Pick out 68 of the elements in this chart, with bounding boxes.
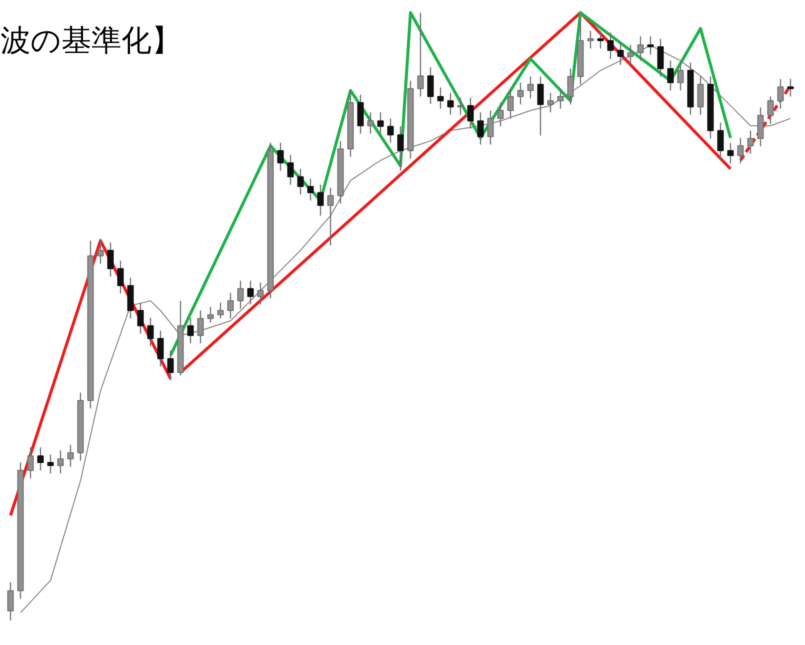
candlestick xyxy=(227,292,234,320)
candlestick xyxy=(317,184,324,216)
candlestick xyxy=(167,350,174,382)
candlestick xyxy=(467,97,474,130)
candlestick xyxy=(137,302,144,334)
candlestick xyxy=(97,238,104,264)
candlestick xyxy=(537,76,544,136)
candlestick xyxy=(547,92,554,113)
candlestick xyxy=(437,86,444,110)
candlestick xyxy=(757,106,764,147)
candlestick xyxy=(207,306,214,324)
candlestick xyxy=(527,76,534,99)
candlestick xyxy=(197,310,204,344)
candlestick xyxy=(717,122,724,160)
candlestick xyxy=(47,454,54,474)
candlestick xyxy=(777,78,784,110)
candlestick xyxy=(647,36,654,56)
candlestick xyxy=(557,88,564,110)
candlestick xyxy=(477,112,484,146)
candlestick xyxy=(297,168,304,196)
candlestick xyxy=(417,12,424,98)
candlestick xyxy=(327,187,334,246)
chart-title: 波の基準化】 xyxy=(0,24,182,58)
candlestick xyxy=(237,280,244,310)
candlestick xyxy=(447,92,454,116)
candlestick xyxy=(637,36,644,62)
candlestick xyxy=(367,112,374,134)
candlestick xyxy=(247,280,254,306)
candlestick xyxy=(727,142,734,164)
candlestick xyxy=(497,102,504,127)
candlestick xyxy=(457,97,464,116)
candlestick xyxy=(107,242,114,278)
candlestick xyxy=(387,118,394,144)
candlestick xyxy=(117,260,124,294)
candlestick xyxy=(377,112,384,136)
candlestick xyxy=(507,88,514,120)
candlestick xyxy=(487,110,494,146)
candlestick xyxy=(597,30,604,50)
candlestick xyxy=(187,317,194,344)
candlestick xyxy=(287,154,294,186)
candlestick xyxy=(627,44,634,66)
candlestick xyxy=(277,142,284,172)
candlestick xyxy=(217,302,224,320)
candlestick xyxy=(357,94,364,134)
candlestick xyxy=(517,82,524,106)
candlestick xyxy=(747,130,754,154)
candlestick xyxy=(617,42,624,66)
candlestick xyxy=(787,78,794,98)
candlestick xyxy=(737,137,744,164)
candlestick xyxy=(427,66,434,104)
candlestick xyxy=(397,126,404,172)
candlestick xyxy=(677,62,684,92)
candlestick xyxy=(657,38,664,78)
candlestick xyxy=(607,32,614,60)
candlestick xyxy=(307,178,314,202)
candlestick xyxy=(667,60,674,92)
candlestick xyxy=(37,446,44,472)
candlestick xyxy=(7,582,14,622)
candlestick xyxy=(567,68,574,106)
candlestick xyxy=(257,282,264,306)
candlestick xyxy=(587,30,594,50)
candlestick xyxy=(767,96,774,125)
candlestick xyxy=(147,317,154,348)
candlestick xyxy=(67,444,74,468)
candlestick xyxy=(27,446,34,479)
candlestick xyxy=(157,330,164,368)
candlestick xyxy=(697,76,704,116)
candlestick xyxy=(57,450,64,474)
